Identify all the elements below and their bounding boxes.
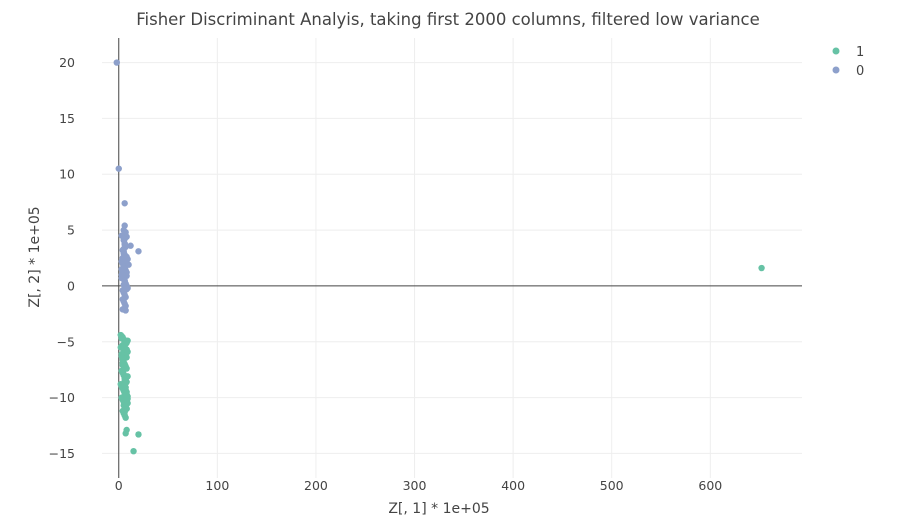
point-series-1[interactable] (123, 346, 130, 353)
y-tick-label: −15 (49, 446, 75, 461)
y-tick-label: 5 (67, 223, 75, 238)
x-axis-title: Z[, 1] * 1e+05 (388, 501, 489, 517)
x-tick-label: 200 (304, 478, 328, 493)
legend-item-1[interactable]: 1 (832, 45, 865, 60)
x-axis-ticks: 0 100 200 300 400 500 600 (115, 478, 723, 493)
point-series-1[interactable] (130, 447, 137, 455)
zero-lines (102, 38, 802, 478)
legend-item-0[interactable]: 0 (832, 64, 865, 79)
legend[interactable]: 1 0 (832, 45, 865, 79)
x-tick-label: 0 (115, 478, 123, 493)
point-series-0[interactable] (118, 232, 125, 239)
point-series-0[interactable] (121, 200, 128, 207)
y-tick-label: 10 (59, 167, 75, 182)
point-series-0[interactable] (125, 261, 132, 268)
data-points (113, 59, 765, 455)
point-series-1[interactable] (122, 337, 129, 344)
y-tick-label: 15 (59, 111, 75, 126)
legend-marker-0 (832, 66, 840, 74)
point-series-0[interactable] (127, 242, 134, 249)
point-series-1[interactable] (122, 414, 129, 421)
point-series-1[interactable] (124, 399, 131, 407)
point-series-0[interactable] (121, 277, 128, 284)
point-series-0[interactable] (121, 241, 128, 248)
legend-marker-1 (832, 47, 840, 55)
point-series-1[interactable] (758, 264, 765, 272)
x-tick-label: 300 (403, 478, 427, 493)
x-tick-label: 400 (501, 478, 525, 493)
point-series-0[interactable] (119, 271, 126, 278)
point-series-1[interactable] (120, 370, 127, 378)
point-series-1[interactable] (122, 389, 129, 397)
point-series-1[interactable] (135, 431, 142, 438)
legend-label-0: 0 (856, 64, 864, 79)
point-series-1[interactable] (121, 408, 128, 416)
point-series-1[interactable] (121, 382, 128, 389)
point-series-0[interactable] (120, 250, 127, 257)
point-series-0[interactable] (119, 306, 126, 313)
y-tick-label: 0 (67, 278, 75, 293)
point-series-0[interactable] (135, 248, 142, 255)
y-tick-label: 20 (59, 55, 75, 70)
chart-title: Fisher Discriminant Analyis, taking firs… (136, 10, 760, 29)
grid (102, 38, 802, 478)
y-axis-ticks: −15 −10 −5 0 5 10 15 20 (49, 55, 75, 461)
x-tick-label: 100 (205, 478, 229, 493)
y-tick-label: −10 (49, 390, 75, 405)
y-axis-title: Z[, 2] * 1e+05 (27, 206, 43, 307)
x-tick-label: 600 (698, 478, 722, 493)
point-series-0[interactable] (115, 165, 122, 172)
x-tick-label: 500 (600, 478, 624, 493)
legend-label-1: 1 (856, 45, 864, 60)
point-series-1[interactable] (120, 355, 127, 362)
point-series-1[interactable] (121, 364, 128, 371)
point-series-1[interactable] (122, 430, 129, 437)
point-series-0[interactable] (121, 222, 128, 229)
y-tick-label: −5 (57, 334, 75, 349)
point-series-0[interactable] (113, 59, 120, 66)
